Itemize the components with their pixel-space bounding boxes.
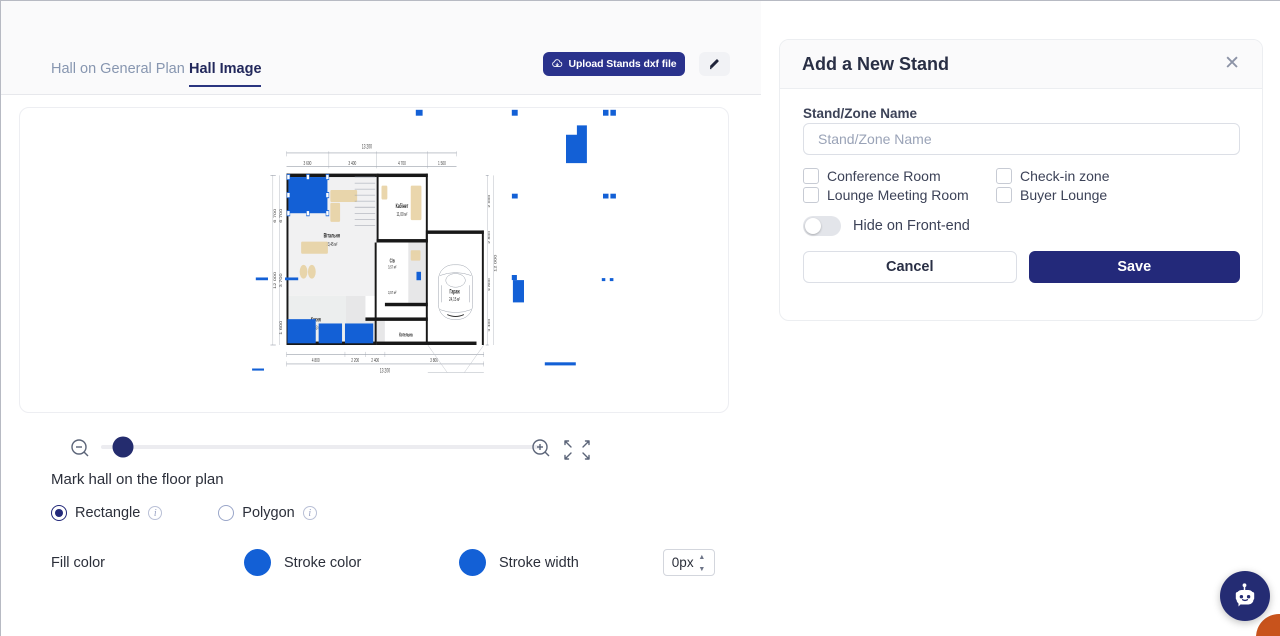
svg-text:4 700: 4 700 <box>398 160 406 166</box>
svg-text:13 200: 13 200 <box>362 144 373 151</box>
svg-text:1 600: 1 600 <box>279 320 282 335</box>
svg-text:3 400: 3 400 <box>348 160 356 166</box>
svg-text:С/в: С/в <box>390 257 395 263</box>
svg-text:Гараж: Гараж <box>450 288 461 295</box>
svg-text:12 000: 12 000 <box>273 271 276 289</box>
svg-text:2 000: 2 000 <box>487 194 490 208</box>
svg-text:11,00 м²: 11,00 м² <box>397 211 408 217</box>
svg-text:1 500: 1 500 <box>438 160 446 166</box>
svg-text:3 800: 3 800 <box>487 277 490 291</box>
svg-text:13 200: 13 200 <box>380 368 391 375</box>
svg-text:3,57 м²: 3,57 м² <box>388 265 397 270</box>
svg-text:24,15 м²: 24,15 м² <box>449 296 461 302</box>
svg-text:3 600: 3 600 <box>304 160 312 166</box>
svg-text:12 000: 12 000 <box>494 254 497 272</box>
svg-text:Вітальня: Вітальня <box>324 232 340 239</box>
svg-text:3,57 м²: 3,57 м² <box>388 290 397 295</box>
svg-text:6 700: 6 700 <box>273 208 276 223</box>
svg-text:6 700: 6 700 <box>279 208 282 223</box>
svg-text:33,45 м²: 33,45 м² <box>326 241 338 247</box>
svg-text:2 200: 2 200 <box>351 357 359 363</box>
svg-text:2 800: 2 800 <box>487 230 490 244</box>
svg-text:2 400: 2 400 <box>371 357 379 363</box>
svg-text:4 800: 4 800 <box>312 357 320 363</box>
svg-text:Котельна: Котельна <box>399 331 413 337</box>
svg-text:3 700: 3 700 <box>279 273 282 288</box>
svg-text:3 400: 3 400 <box>487 318 490 332</box>
